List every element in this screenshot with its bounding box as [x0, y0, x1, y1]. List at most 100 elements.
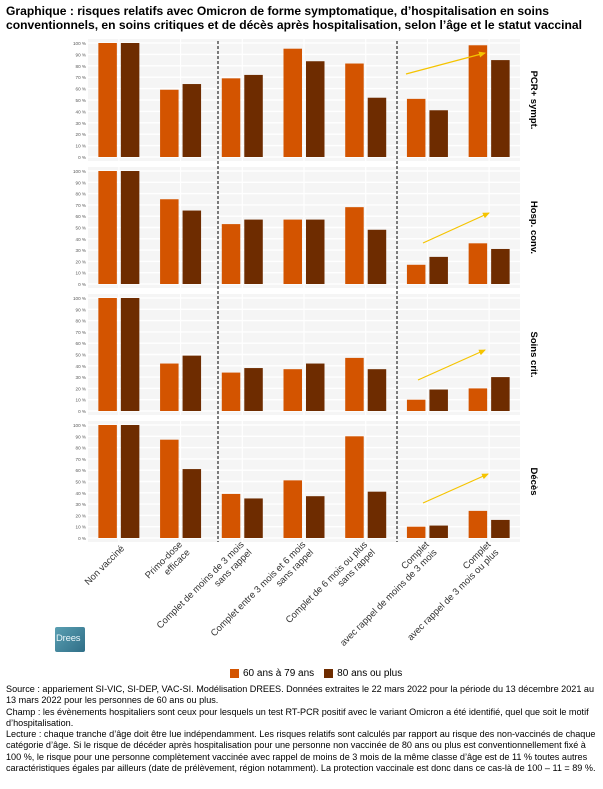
bar-60-79: [345, 207, 364, 284]
bar-80-plus: [182, 355, 202, 411]
bar-60-79: [406, 98, 426, 157]
panel-2-ytick-label: 70 %: [76, 203, 86, 208]
bar-80-plus: [491, 377, 510, 411]
notes: Source : appariement SI-VIC, SI-DEP, VAC…: [6, 684, 600, 774]
panel-3-trend-arrow: [417, 349, 486, 381]
panel-4-ytick-label: 30 %: [76, 502, 86, 507]
bar-60-79: [283, 219, 302, 284]
bar-80-plus: [182, 84, 202, 157]
panel-2-trend-arrow: [422, 212, 490, 244]
bar-60-79: [283, 480, 302, 538]
bar-80-plus: [120, 425, 140, 538]
panel-2-ytick-label: 30 %: [76, 248, 86, 253]
bar-60-79: [468, 388, 488, 411]
bar-60-79: [221, 372, 241, 411]
panel-1-ytick-label: 60 %: [76, 87, 86, 92]
panel-1-ytick-label: 70 %: [76, 75, 86, 80]
panel-4-strip-label: Décès: [528, 468, 539, 496]
bar-80-plus: [244, 368, 263, 411]
bar-80-plus: [244, 74, 263, 157]
bar-80-plus: [367, 229, 387, 284]
panel-3-ytick-label: 90 %: [76, 307, 86, 312]
bar-60-79: [345, 436, 364, 538]
panel-2-ytick-label: 90 %: [76, 180, 86, 185]
panel-3-ytick-label: 20 %: [76, 386, 86, 391]
panel-4-ytick-label: 80 %: [76, 446, 86, 451]
bar-60-79: [98, 171, 117, 284]
panel-2-strip-label: Hosp. conv.: [528, 201, 539, 254]
panel-3-strip-label: Soins crit.: [528, 332, 539, 378]
champ-note: Champ : les évènements hospitaliers sont…: [6, 706, 589, 728]
bar-80-plus: [429, 256, 448, 284]
panel-4-ytick-label: 90 %: [76, 434, 86, 439]
panel-1-ytick-label: 50 %: [76, 98, 86, 103]
panel-4-ytick-label: 10 %: [76, 525, 86, 530]
bar-60-79: [98, 298, 117, 411]
logo-text: Drees: [56, 633, 81, 644]
bar-60-79: [283, 48, 302, 158]
bar-60-79: [406, 399, 426, 411]
bar-80-plus: [367, 369, 387, 411]
bar-80-plus: [306, 363, 325, 411]
x-category-label: Non vacciné: [82, 543, 126, 587]
panel-1-ytick-label: 100 %: [73, 41, 86, 46]
bar-60-79: [406, 264, 426, 284]
bar-80-plus: [429, 525, 448, 538]
panel-2-ytick-label: 80 %: [76, 192, 86, 197]
panel-1-strip-label: PCR+ sympt.: [528, 71, 539, 130]
panel-2-ytick-label: 50 %: [76, 226, 86, 231]
x-category-label-line: Non vacciné: [82, 543, 126, 587]
panel-4-ytick-label: 50 %: [76, 480, 86, 485]
legend-item-60-79: 60 ans à 79 ans: [230, 668, 314, 679]
bar-80-plus: [120, 171, 140, 284]
bar-80-plus: [491, 248, 510, 284]
panel-3-ytick-label: 0 %: [78, 409, 86, 414]
panel-2-ytick-label: 20 %: [76, 259, 86, 264]
bar-60-79: [221, 78, 241, 157]
bar-80-plus: [429, 389, 448, 411]
chart-title: Graphique : risques relatifs avec Omicro…: [6, 4, 582, 33]
bar-60-79: [160, 199, 179, 284]
legend: 60 ans à 79 ans 80 ans ou plus: [230, 668, 412, 679]
panel-4-ytick-label: 60 %: [76, 468, 86, 473]
bar-80-plus: [491, 519, 510, 538]
bar-80-plus: [367, 491, 387, 538]
bar-60-79: [283, 369, 302, 411]
bar-80-plus: [120, 298, 140, 411]
x-category-label: Primo-doseefficace: [142, 539, 191, 588]
bar-60-79: [468, 510, 488, 538]
panel-1-ytick-label: 90 %: [76, 52, 86, 57]
panel-1-ytick-label: 10 %: [76, 144, 86, 149]
legend-swatch-80-plus: [324, 669, 334, 678]
bar-60-79: [345, 63, 364, 157]
panel-1-ytick-label: 0 %: [78, 155, 86, 160]
legend-label-80-plus: 80 ans ou plus: [337, 668, 403, 679]
bar-60-79: [221, 493, 241, 538]
bar-80-plus: [306, 496, 325, 538]
panel-3-ytick-label: 60 %: [76, 341, 86, 346]
bar-60-79: [98, 425, 117, 538]
panel-4-ytick-label: 20 %: [76, 513, 86, 518]
drees-logo: Drees: [55, 627, 85, 652]
bar-80-plus: [120, 43, 140, 157]
bar-80-plus: [429, 110, 448, 157]
panel-1-ytick-label: 30 %: [76, 121, 86, 126]
bar-80-plus: [491, 60, 510, 157]
source-note: Source : appariement SI-VIC, SI-DEP, VAC…: [6, 684, 595, 706]
panel-3-ytick-label: 100 %: [73, 296, 86, 301]
panel-4-ytick-label: 100 %: [73, 423, 86, 428]
bar-60-79: [160, 439, 179, 538]
panel-1-ytick-label: 40 %: [76, 109, 86, 114]
panel-3-ytick-label: 70 %: [76, 330, 86, 335]
bar-80-plus: [244, 219, 263, 284]
bar-80-plus: [182, 469, 202, 538]
bar-60-79: [468, 45, 488, 157]
bar-60-79: [345, 357, 364, 411]
panel-2-ytick-label: 10 %: [76, 271, 86, 276]
panel-1-ytick-label: 80 %: [76, 64, 86, 69]
panel-2-ytick-label: 0 %: [78, 282, 86, 287]
bar-80-plus: [306, 219, 325, 284]
bar-80-plus: [367, 97, 387, 157]
panel-1-trend-arrow: [405, 51, 486, 75]
panel-4-ytick-label: 40 %: [76, 491, 86, 496]
